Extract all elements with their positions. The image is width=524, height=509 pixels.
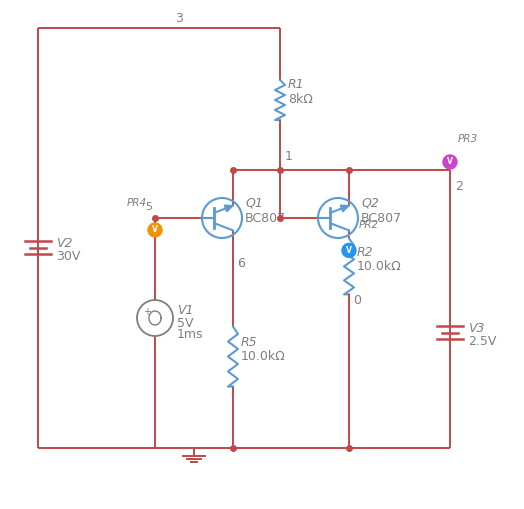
Text: Q1: Q1: [245, 196, 263, 209]
Text: 10.0kΩ: 10.0kΩ: [357, 261, 402, 273]
Text: V1: V1: [177, 304, 193, 317]
Text: 1ms: 1ms: [177, 328, 203, 341]
Text: 8kΩ: 8kΩ: [288, 93, 313, 106]
Text: PR4: PR4: [127, 198, 147, 208]
Polygon shape: [224, 205, 233, 212]
Text: 30V: 30V: [56, 250, 80, 263]
Text: PR2: PR2: [359, 220, 379, 231]
Text: 2: 2: [455, 180, 463, 193]
Text: V: V: [346, 246, 352, 255]
Text: Q2: Q2: [361, 196, 379, 209]
Text: BC807: BC807: [245, 212, 286, 225]
Text: R2: R2: [357, 246, 374, 260]
Circle shape: [443, 155, 457, 169]
Circle shape: [342, 243, 356, 258]
Polygon shape: [340, 205, 349, 212]
Text: R5: R5: [241, 336, 258, 350]
Text: V: V: [152, 225, 158, 235]
Text: 5: 5: [145, 202, 152, 212]
Circle shape: [148, 223, 162, 237]
Text: 6: 6: [237, 257, 245, 270]
Text: PR3: PR3: [458, 134, 478, 144]
Text: R1: R1: [288, 78, 304, 91]
Text: 2.5V: 2.5V: [468, 335, 496, 348]
Text: 1: 1: [285, 150, 293, 163]
Text: 5V: 5V: [177, 317, 193, 330]
Text: V3: V3: [468, 322, 485, 335]
Text: V: V: [447, 157, 453, 166]
Text: V2: V2: [56, 237, 72, 250]
Text: 3: 3: [175, 12, 183, 25]
Text: 0: 0: [353, 294, 361, 307]
Text: +: +: [143, 307, 151, 317]
Text: BC807: BC807: [361, 212, 402, 225]
Text: 10.0kΩ: 10.0kΩ: [241, 351, 286, 363]
